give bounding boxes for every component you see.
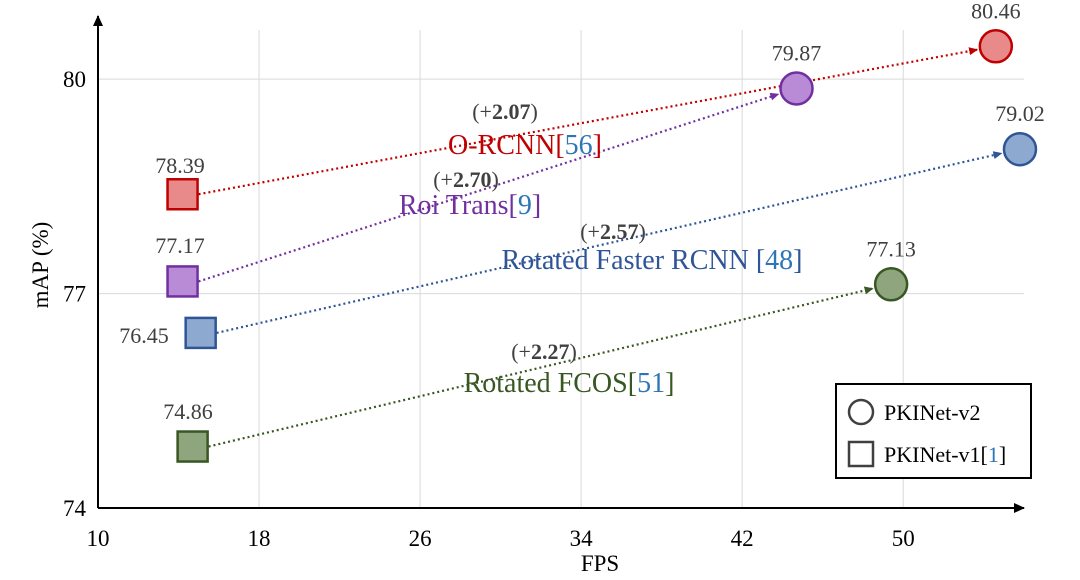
legend-box [835, 383, 1032, 479]
y-tick-label: 74 [63, 496, 87, 521]
v2-value-label: 79.87 [772, 40, 822, 65]
y-axis-title: mAP (%) [28, 222, 53, 309]
connector-line [216, 151, 1003, 334]
connector-lines [198, 47, 1003, 448]
legend-entry-label: PKINet-v2 [884, 400, 981, 425]
v1-value-label: 74.86 [163, 399, 213, 424]
annotations: 78.39 80.46 (+2.07) O-RCNN[56] 77.17 79.87 (+2… [119, 0, 1044, 424]
connector-line [198, 47, 979, 196]
v1-value-label: 77.17 [155, 233, 205, 258]
legend-square-icon [847, 440, 875, 468]
detector-label: Rotated FCOS[51] [464, 368, 675, 399]
x-tick-label: 26 [409, 526, 432, 551]
axes: 10 18 26 34 42 50 74 77 80 FPS mAP (%) [28, 15, 1025, 576]
data-points [166, 29, 1038, 463]
v2-circle-point [978, 29, 1014, 64]
legend: PKINet-v2 PKINet-v1[1] [835, 383, 1032, 479]
v1-square-point [176, 430, 209, 463]
detector-label: O-RCNN[56] [448, 130, 602, 161]
grid [98, 30, 1024, 508]
legend-entry-label: PKINet-v1[1] [884, 442, 1006, 467]
v1-value-label: 76.45 [119, 323, 169, 348]
x-axis-title: FPS [581, 551, 619, 576]
v2-circle-point [873, 267, 909, 302]
y-tick-label: 80 [63, 67, 86, 92]
gain-label: (+2.27) [511, 339, 577, 364]
y-tick-label: 77 [63, 282, 86, 307]
x-tick-label: 34 [570, 526, 594, 551]
v1-square-point [166, 265, 199, 298]
x-tick-label: 42 [731, 526, 754, 551]
gain-label: (+2.57) [580, 219, 646, 244]
v1-value-label: 78.39 [155, 153, 205, 178]
v1-square-point [166, 177, 199, 211]
x-tick-label: 10 [87, 526, 110, 551]
gain-label: (+2.07) [472, 99, 538, 124]
v2-value-label: 79.02 [995, 101, 1045, 126]
v2-circle-point [1002, 131, 1038, 167]
detector-label: Roi Trans[9] [399, 190, 541, 221]
x-tick-label: 50 [892, 526, 915, 551]
legend-circle-icon [847, 398, 875, 426]
detector-label: Rotated Faster RCNN [48] [502, 245, 803, 276]
connector-line [208, 286, 874, 448]
x-tick-label: 18 [248, 526, 271, 551]
v1-square-point [184, 316, 217, 350]
connector-line [198, 92, 780, 283]
v2-value-label: 77.13 [866, 236, 916, 261]
gain-label: (+2.70) [433, 167, 499, 192]
v2-circle-point [779, 71, 814, 106]
v2-value-label: 80.46 [971, 0, 1021, 23]
